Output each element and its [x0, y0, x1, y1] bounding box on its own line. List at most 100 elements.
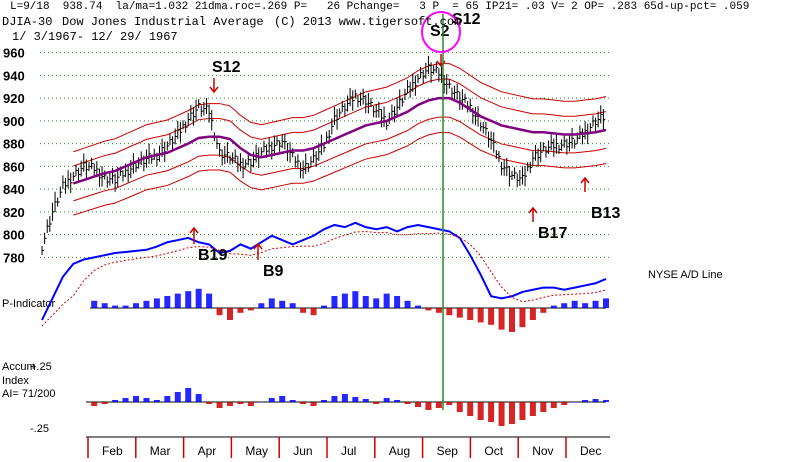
accum-bar — [289, 400, 296, 402]
accum-bar — [101, 402, 108, 404]
signal-b17: B17 — [538, 225, 567, 242]
p-indicator-bar — [404, 300, 411, 308]
accum-bar — [247, 402, 254, 406]
price-bars — [41, 55, 606, 256]
y-tick-label: 840 — [3, 182, 25, 197]
p-indicator-bar — [174, 293, 181, 308]
p-indicator-bar — [331, 296, 338, 308]
accum-bar — [122, 398, 129, 402]
p-indicator-bar — [268, 298, 275, 308]
accum-bar — [477, 402, 484, 420]
signal-arrowhead — [189, 226, 199, 234]
accum-bar — [237, 402, 244, 404]
month-label-aug: Aug — [389, 444, 410, 458]
y-tick-label: 940 — [3, 68, 25, 83]
p-indicator-bar — [540, 308, 547, 313]
month-label-apr: Apr — [198, 444, 217, 458]
p-indicator-bar — [258, 303, 265, 308]
accum-bar — [582, 400, 589, 402]
accum-bar — [498, 402, 505, 426]
y-tick-label: 920 — [3, 91, 25, 106]
p-indicator-bar — [321, 305, 327, 308]
accum-bar — [300, 402, 307, 404]
accum-bar — [446, 402, 453, 405]
p-indicator-bar — [289, 303, 296, 308]
accum-index-label: Index — [2, 375, 29, 387]
accum-tick-plus: +.25 — [30, 361, 52, 373]
p-indicator-bar — [91, 300, 98, 308]
moving-average-21d — [72, 96, 607, 185]
p-indicator-bar — [143, 300, 150, 308]
accum-bar — [321, 400, 327, 402]
nyse-ad-line: NYSE A/D Line — [41, 221, 723, 327]
month-label-mar: Mar — [150, 444, 171, 458]
p-indicator-bar — [467, 308, 474, 320]
p-indicator-histogram — [91, 288, 609, 332]
p-indicator-bar — [300, 308, 307, 313]
accum-bar — [133, 396, 139, 402]
y-tick-label: 800 — [3, 228, 25, 243]
accum-bar — [592, 399, 599, 402]
p-indicator-bar — [550, 305, 557, 308]
p-indicator-bar — [112, 305, 119, 308]
accum-bar — [404, 402, 411, 404]
accum-bar — [435, 402, 442, 408]
header-date-range: 1/ 3/1967- 12/ 29/ 1967 — [12, 30, 178, 44]
accum-tick-minus: -.25 — [30, 423, 49, 435]
accum-bar — [488, 402, 495, 422]
p-indicator-bar — [195, 288, 202, 308]
p-indicator-label: P-Indicator — [2, 298, 56, 310]
p-indicator-bar — [101, 303, 108, 308]
accum-ai-label: AI= 71/200 — [2, 388, 56, 400]
accum-bar — [331, 396, 338, 402]
p-indicator-bar — [383, 293, 390, 308]
month-label-sep: Sep — [437, 444, 459, 458]
p-indicator-bar — [341, 293, 348, 308]
y-tick-label: 780 — [3, 250, 25, 265]
ad-line-ma — [41, 230, 607, 327]
p-indicator-bar — [561, 303, 568, 308]
signal-b19: B19 — [198, 247, 227, 264]
accum-index-histogram — [91, 388, 609, 426]
accum-bar — [550, 402, 557, 408]
p-indicator-bar — [603, 298, 609, 308]
y-tick-label: 880 — [3, 137, 25, 152]
accum-bar — [206, 402, 213, 404]
p-indicator-bar — [164, 296, 171, 308]
p-indicator-bar — [571, 300, 578, 308]
p-indicator-bar — [122, 305, 129, 308]
p-indicator-bar — [582, 303, 589, 308]
accum-bar — [341, 394, 348, 402]
p-indicator-bar — [415, 305, 421, 308]
signal-s2: S2 — [430, 23, 450, 40]
signal-arrowhead — [528, 206, 538, 214]
month-label-jul: Jul — [341, 444, 356, 458]
accum-bar — [394, 400, 401, 402]
p-indicator-bar — [352, 291, 359, 308]
header-index-code: DJIA-30 — [2, 15, 53, 29]
accum-bar — [174, 392, 181, 402]
bollinger-bands — [73, 63, 607, 216]
price-grid — [40, 52, 610, 258]
p-indicator-bar — [185, 291, 192, 308]
accum-bar — [373, 402, 380, 404]
ad-line — [41, 221, 607, 321]
signal-arrowhead — [253, 242, 263, 250]
accum-bar — [540, 402, 547, 412]
accum-bar — [383, 398, 390, 402]
p-indicator-bar — [216, 308, 223, 316]
s2-highlight-circle — [421, 11, 461, 53]
p-indicator-bar — [310, 308, 317, 316]
y-tick-label: 900 — [3, 114, 25, 129]
y-tick-label: 960 — [3, 46, 25, 61]
accum-bar — [456, 402, 463, 412]
p-indicator-bar — [362, 296, 369, 308]
accum-bar — [227, 402, 233, 406]
accum-bar — [164, 396, 171, 402]
accum-bar — [185, 388, 192, 402]
accum-bar — [279, 396, 286, 402]
accum-bar — [153, 400, 160, 402]
p-indicator-bar — [592, 300, 599, 308]
signal-arrowhead — [580, 176, 590, 184]
